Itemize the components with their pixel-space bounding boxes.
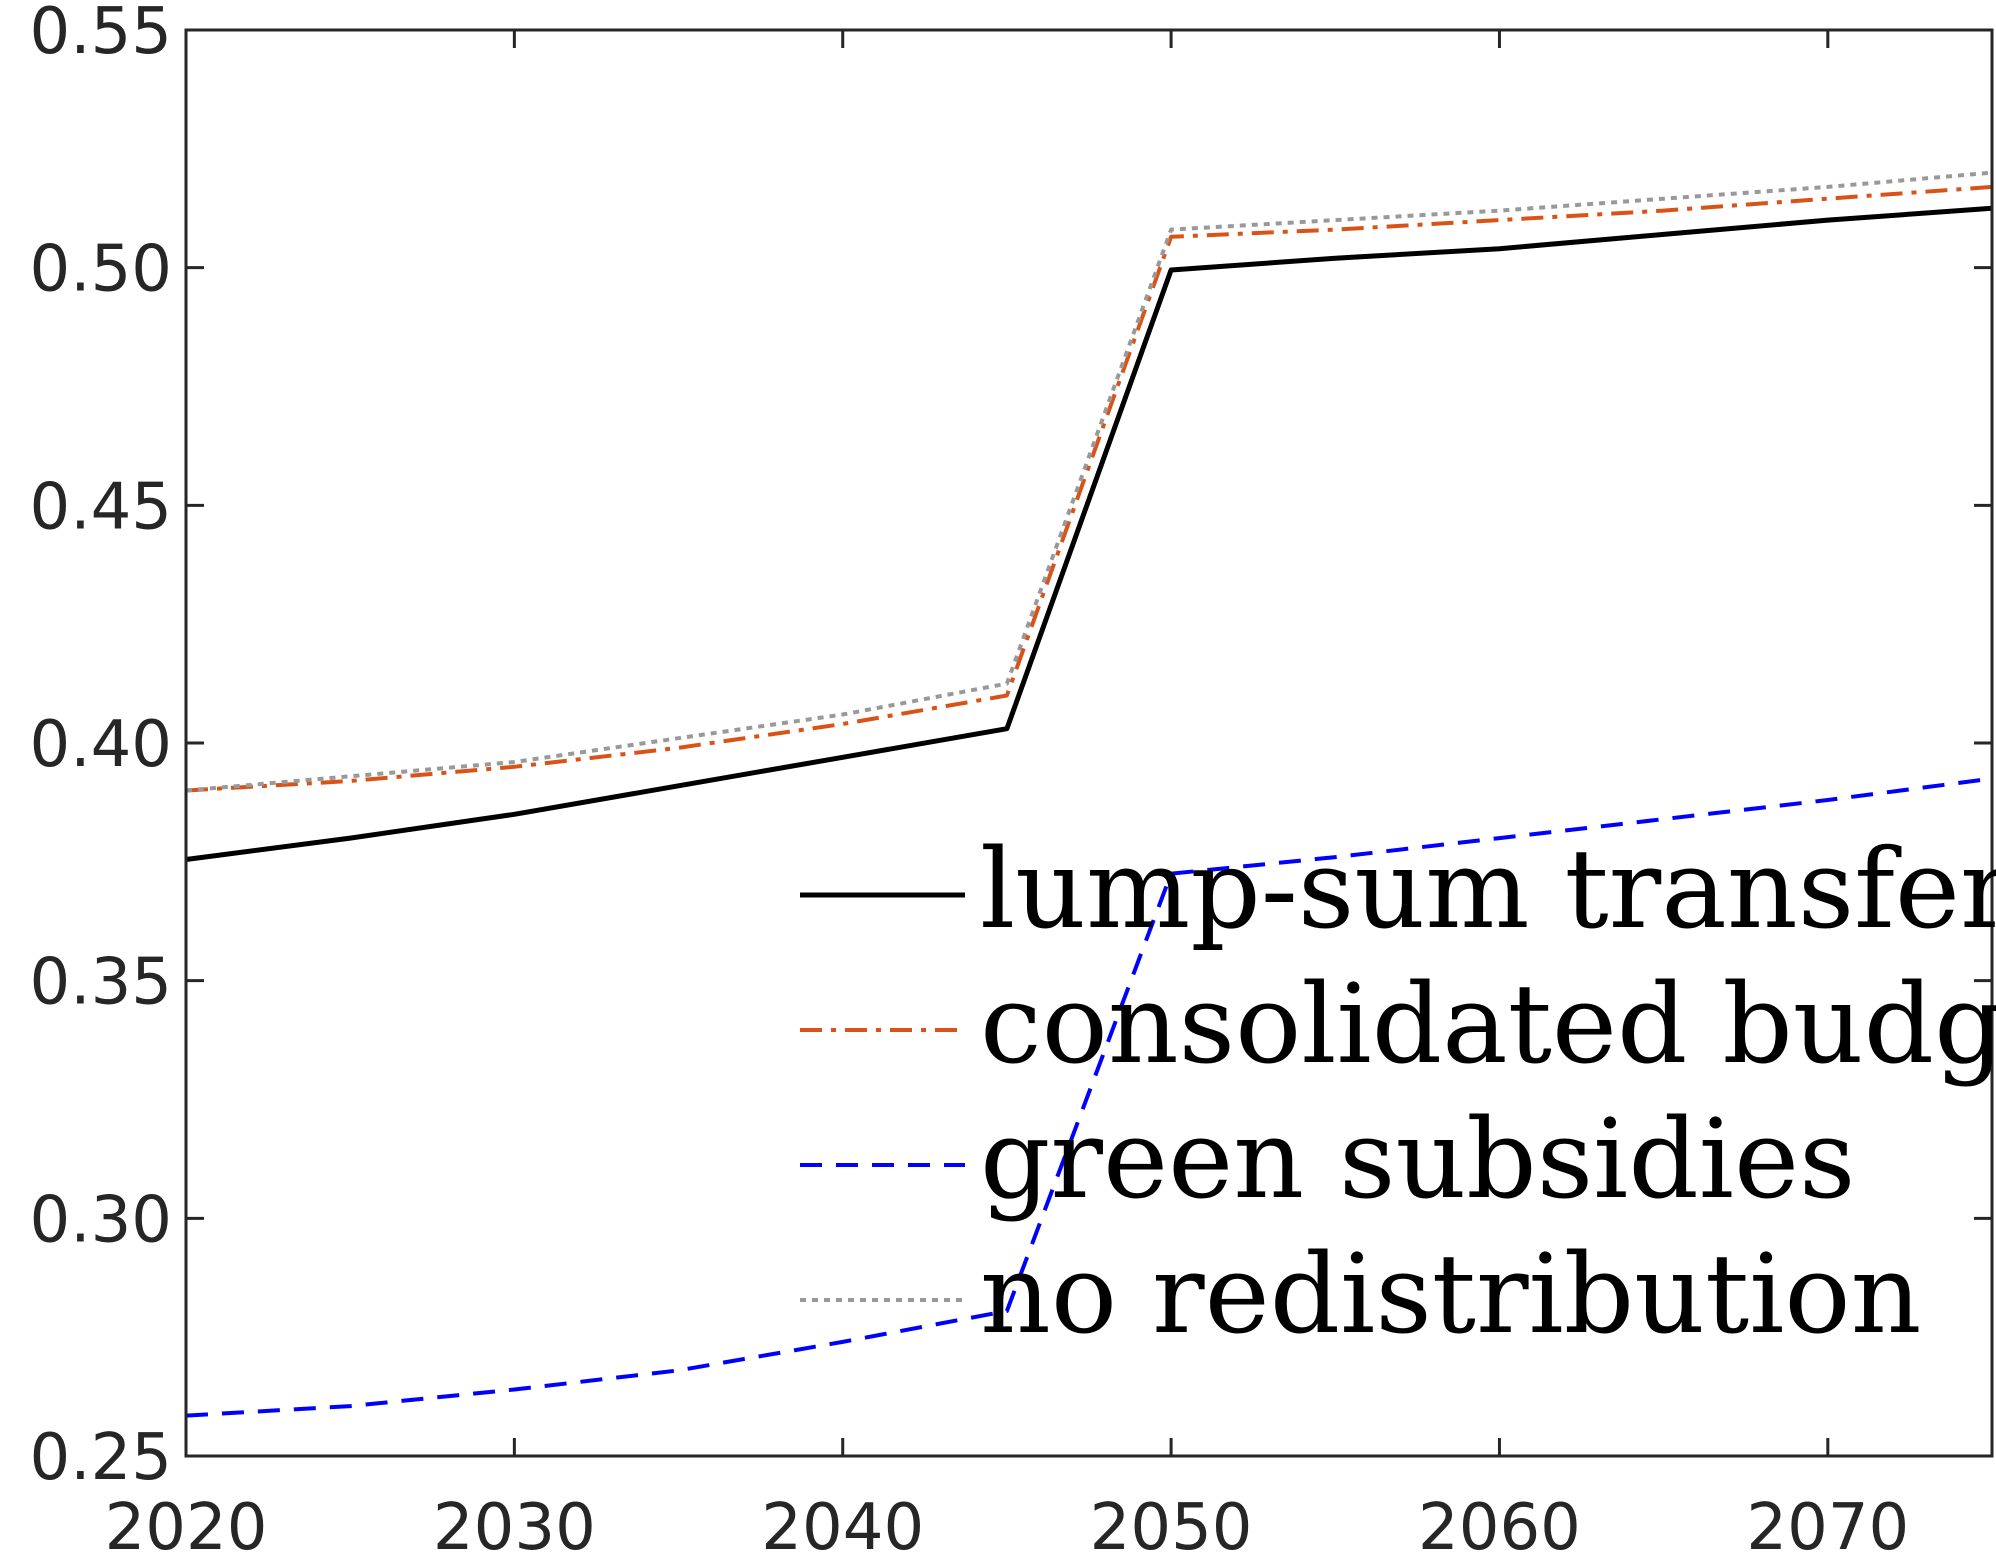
tick-layer: 2020 2030 2040 2050 2060 2070 0.25 0.30 0.35 0.40… <box>30 0 1992 1554</box>
series-line-lump-sum-transfers <box>185 205 1993 862</box>
y-tick-label: 0.50 <box>30 233 173 307</box>
x-tick-label: 2040 <box>761 1491 924 1554</box>
series-line-green-subsidies <box>185 776 1993 1418</box>
y-tick-label: 0.25 <box>30 1421 173 1495</box>
legend-label: consolidated budget <box>980 960 1996 1088</box>
series-layer <box>185 170 1993 1418</box>
x-tick-label: 2030 <box>433 1491 596 1554</box>
x-tick-label: 2070 <box>1746 1491 1909 1554</box>
x-tick-label: 2060 <box>1418 1491 1581 1554</box>
series-line-no-redistribution <box>185 170 1993 793</box>
y-tick-label: 0.40 <box>30 708 173 782</box>
x-tick-label: 2050 <box>1090 1491 1253 1554</box>
legend-label: lump-sum transfers <box>980 825 1996 953</box>
y-tick-label: 0.55 <box>30 0 173 69</box>
y-tick-label: 0.45 <box>30 470 173 544</box>
legend-label: green subsidies <box>980 1095 1856 1223</box>
legend-label: no redistribution <box>980 1230 1921 1358</box>
series-line-consolidated-budget <box>185 184 1993 793</box>
y-tick-label: 0.30 <box>30 1183 173 1257</box>
y-tick-label: 0.35 <box>30 946 173 1020</box>
x-tick-label: 2020 <box>105 1491 268 1554</box>
